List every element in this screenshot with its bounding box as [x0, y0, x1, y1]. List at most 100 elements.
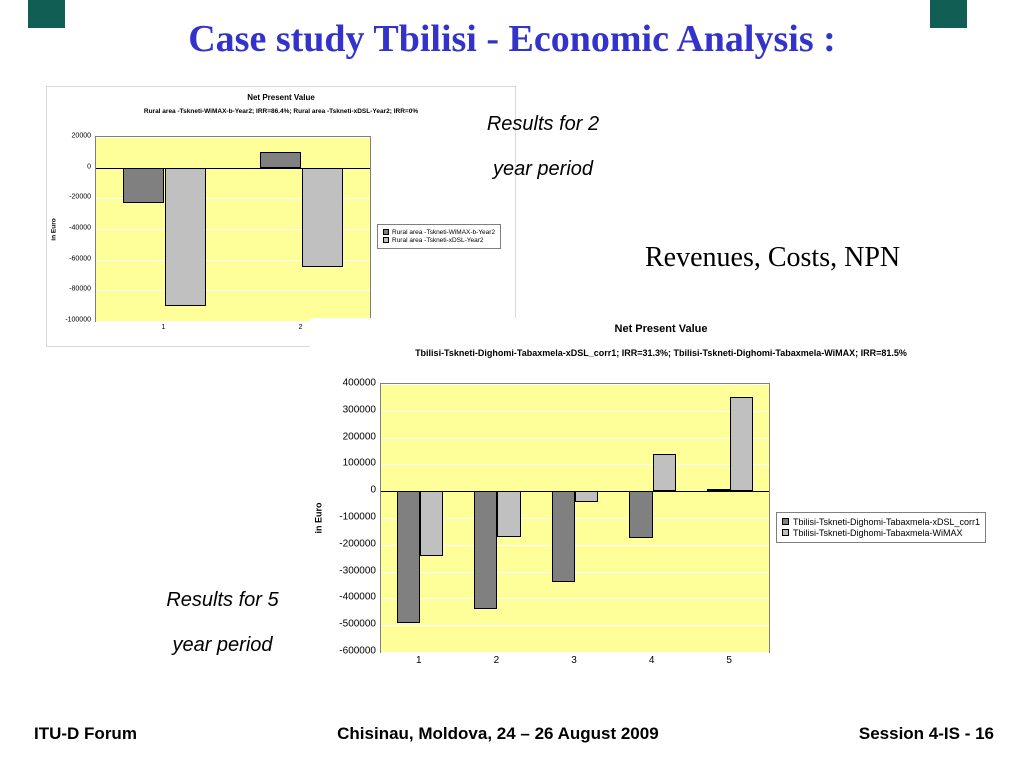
legend-label: Rural area -Tskneti-xDSL-Year2: [392, 236, 484, 244]
y-axis-ticks: 20000 0 -20000 -40000 -60000 -80000 -100000: [61, 132, 95, 324]
bar-series1-cat5: [706, 488, 731, 492]
bar-series2-cat3: [575, 491, 599, 502]
y-tick-label: -200000: [339, 538, 376, 550]
slide-title: Case study Tbilisi - Economic Analysis :: [188, 18, 836, 60]
chart-body: in Euro 400000 300000 200000 100000 0 -100000…: [310, 378, 1012, 671]
bar-series2-cat1: [419, 491, 444, 556]
legend-label: Tbilisi-Tskneti-Dighomi-Tabaxmela-WiMAX: [793, 527, 963, 538]
zero-axis-line: [96, 167, 370, 169]
npv-chart-5year: Net Present Value Tbilisi-Tskneti-Dighom…: [310, 318, 1012, 671]
y-tick-label: 300000: [342, 404, 376, 416]
annotation-revenues-costs-npn: Revenues, Costs, NPN: [645, 242, 901, 273]
gridline: [96, 259, 370, 261]
chart-subtitle: Rural area -Tskneti-WiMAX-b-Year2; IRR=8…: [143, 108, 419, 115]
bar-series1-cat1: [396, 491, 420, 623]
gridline: [96, 198, 370, 200]
y-tick-label: 0: [370, 484, 376, 496]
gridline: [96, 229, 370, 230]
legend-swatch: [782, 529, 789, 536]
plot-area: [380, 383, 770, 653]
gridline: [96, 137, 370, 138]
bar-series2-cat2: [301, 167, 343, 268]
y-axis-title-text: in Euro: [50, 217, 58, 241]
slide-footer: ITU-D Forum Chisinau, Moldova, 24 – 26 A…: [0, 724, 1024, 744]
bar-series1-cat1: [123, 167, 165, 203]
chart-title: Net Present Value: [614, 323, 708, 335]
x-tick-label: 2: [493, 655, 500, 666]
x-tick-label: 4: [648, 655, 655, 666]
gridline: [381, 410, 769, 412]
bar-series1-cat2: [260, 152, 302, 168]
bar-series1-cat2: [474, 491, 498, 610]
y-tick-label: -600000: [339, 645, 376, 657]
gridline: [96, 321, 370, 322]
legend-entry: Tbilisi-Tskneti-Dighomi-Tabaxmela-xDSL_c…: [782, 517, 980, 527]
annotation-line: year period: [172, 634, 273, 656]
y-tick-label: 20000: [71, 132, 91, 140]
x-axis-labels: 1 2 3 4 5: [380, 653, 770, 671]
chart-legend: Rural area -Tskneti-WiMAX-b-Year2 Rural a…: [377, 223, 502, 249]
gridline: [381, 437, 769, 439]
x-tick-label: 1: [416, 655, 422, 666]
x-tick-label: 2: [298, 324, 303, 331]
y-tick-label: -500000: [339, 618, 376, 630]
annotation-line: year period: [492, 158, 594, 180]
y-tick-label: 400000: [342, 377, 376, 389]
npv-chart-2year: Net Present Value Rural area -Tskneti-Wi…: [46, 86, 516, 347]
chart-legend: Tbilisi-Tskneti-Dighomi-Tabaxmela-xDSL_c…: [776, 511, 987, 543]
y-tick-label: -100000: [65, 316, 91, 324]
chart-body: in Euro 20000 0 -20000 -40000 -60000 -80000 -1…: [47, 132, 515, 336]
y-tick-label: -100000: [339, 511, 376, 523]
y-tick-label: 200000: [342, 431, 376, 443]
legend-swatch: [782, 518, 789, 525]
gridline: [381, 544, 769, 546]
plot-column: 1 2 3 4 5: [380, 383, 770, 671]
legend-label: Rural area -Tskneti-WiMAX-b-Year2: [392, 228, 496, 236]
gridline: [381, 625, 769, 627]
y-tick-label: 100000: [342, 457, 376, 469]
y-tick-label: -60000: [69, 255, 91, 263]
y-tick-label: -300000: [339, 565, 376, 577]
footer-center: Chisinau, Moldova, 24 – 26 August 2009: [337, 724, 659, 743]
bar-series1-cat4: [629, 491, 653, 539]
y-axis-ticks: 400000 300000 200000 100000 0 -100000 -200000 -…: [326, 378, 380, 657]
annotation-results-2year: Results for 2 year period: [448, 112, 638, 181]
y-axis-title-text: in Euro: [313, 502, 323, 534]
corner-accent-square: [28, 0, 65, 28]
legend-swatch: [383, 229, 389, 235]
footer-left: ITU-D Forum: [34, 724, 137, 743]
annotation-results-5year: Results for 5 year period: [130, 588, 315, 657]
legend-swatch: [383, 237, 389, 243]
bar-series2-cat5: [730, 397, 754, 492]
chart-title: Net Present Value: [247, 93, 315, 102]
gridline: [381, 598, 769, 600]
corner-accent-square: [930, 0, 967, 28]
gridline: [381, 518, 769, 519]
bar-series2-cat1: [164, 167, 206, 306]
y-tick-label: 0: [87, 163, 91, 171]
bar-series1-cat3: [551, 491, 575, 583]
y-tick-label: -20000: [69, 193, 91, 201]
x-tick-label: 5: [726, 655, 732, 666]
x-tick-label: 3: [571, 655, 577, 666]
y-tick-label: -80000: [69, 285, 91, 293]
footer-right: Session 4-IS - 16: [858, 724, 994, 743]
bar-series2-cat4: [652, 453, 676, 492]
y-tick-label: -40000: [69, 224, 91, 232]
chart-subtitle: Tbilisi-Tskneti-Dighomi-Tabaxmela-xDSL_c…: [415, 348, 907, 358]
gridline: [381, 652, 769, 653]
gridline: [381, 571, 769, 573]
y-axis-title: in Euro: [47, 136, 61, 322]
legend-entry: Rural area -Tskneti-WiMAX-b-Year2: [383, 229, 495, 236]
bar-series2-cat2: [497, 491, 521, 537]
legend-entry: Rural area -Tskneti-xDSL-Year2: [383, 237, 495, 244]
plot-area: [95, 136, 371, 322]
legend-entry: Tbilisi-Tskneti-Dighomi-Tabaxmela-WiMAX: [782, 528, 980, 538]
y-tick-label: -400000: [339, 591, 376, 603]
gridline: [96, 290, 370, 292]
gridline: [381, 384, 769, 385]
annotation-line: Results for 2: [486, 113, 600, 135]
x-tick-label: 1: [161, 324, 166, 331]
